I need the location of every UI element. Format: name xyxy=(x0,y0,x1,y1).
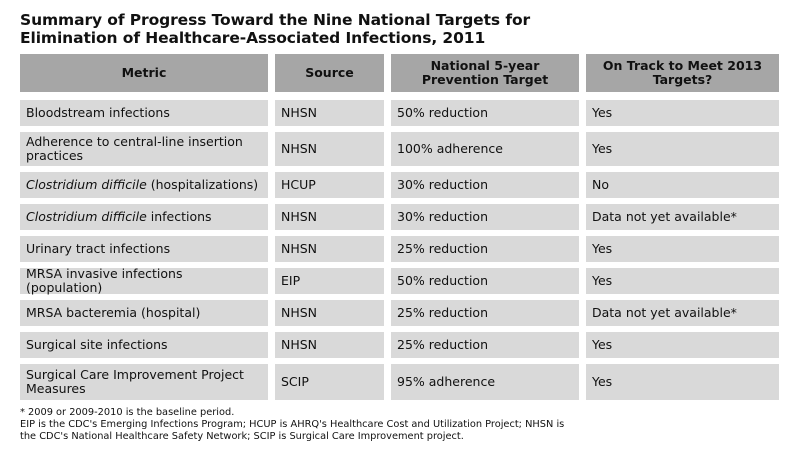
cell-source: HCUP xyxy=(275,172,384,198)
header-on-track: On Track to Meet 2013 Targets? xyxy=(586,54,779,92)
cell-metric: MRSA bacteremia (hospital) xyxy=(20,300,268,326)
table-row: Surgical Care Improvement Project Measur… xyxy=(20,364,779,400)
cell-source: NHSN xyxy=(275,236,384,262)
cell-source: EIP xyxy=(275,268,384,294)
cell-target: 25% reduction xyxy=(391,236,579,262)
cell-source: NHSN xyxy=(275,332,384,358)
footnote-line-2: EIP is the CDC's Emerging Infections Pro… xyxy=(20,419,565,430)
cell-source: NHSN xyxy=(275,100,384,126)
cell-metric: Clostridium difficile (hospitalizations) xyxy=(20,172,268,198)
header-metric: Metric xyxy=(20,54,268,92)
metric-text: Bloodstream infections xyxy=(26,105,170,120)
cell-source: SCIP xyxy=(275,364,384,400)
cell-on-track: Yes xyxy=(586,100,779,126)
cell-on-track: Data not yet available* xyxy=(586,204,779,230)
progress-table: Metric Source National 5-year Prevention… xyxy=(20,54,779,400)
cell-metric: Bloodstream infections xyxy=(20,100,268,126)
metric-text: (hospitalizations) xyxy=(146,177,259,192)
metric-text: MRSA invasive infections (population) xyxy=(26,266,183,295)
table-row: Clostridium difficile infections NHSN 30… xyxy=(20,204,779,230)
cell-on-track: Data not yet available* xyxy=(586,300,779,326)
table-row: Adherence to central-line insertion prac… xyxy=(20,132,779,166)
table-row: MRSA invasive infections (population) EI… xyxy=(20,266,779,295)
table-header-row: Metric Source National 5-year Prevention… xyxy=(20,54,779,92)
cell-target: 25% reduction xyxy=(391,332,579,358)
cell-metric: MRSA invasive infections (population) xyxy=(20,266,268,295)
metric-text: MRSA bacteremia (hospital) xyxy=(26,305,201,320)
title-line-2: Elimination of Healthcare-Associated Inf… xyxy=(20,29,486,47)
header-target: National 5-year Prevention Target xyxy=(391,54,579,92)
table-row: Clostridium difficile (hospitalizations)… xyxy=(20,172,779,198)
table-row: MRSA bacteremia (hospital) NHSN 25% redu… xyxy=(20,300,779,326)
cell-on-track: Yes xyxy=(586,268,779,294)
footnote-line-1: * 2009 or 2009-2010 is the baseline peri… xyxy=(20,407,235,418)
cell-target: 30% reduction xyxy=(391,172,579,198)
cell-target: 50% reduction xyxy=(391,268,579,294)
cell-metric: Clostridium difficile infections xyxy=(20,204,268,230)
metric-italic: Clostridium difficile xyxy=(26,177,147,192)
cell-target: 50% reduction xyxy=(391,100,579,126)
metric-italic: Clostridium difficile xyxy=(26,209,147,224)
cell-on-track: Yes xyxy=(586,132,779,166)
footnote: * 2009 or 2009-2010 is the baseline peri… xyxy=(20,407,580,443)
metric-text: Surgical site infections xyxy=(26,337,168,352)
cell-on-track: Yes xyxy=(586,364,779,400)
title-line-1: Summary of Progress Toward the Nine Nati… xyxy=(20,11,531,29)
cell-on-track: Yes xyxy=(586,332,779,358)
cell-target: 95% adherence xyxy=(391,364,579,400)
cell-on-track: Yes xyxy=(586,236,779,262)
cell-on-track: No xyxy=(586,172,779,198)
footnote-line-3: the CDC's National Healthcare Safety Net… xyxy=(20,431,464,442)
metric-text: infections xyxy=(146,209,212,224)
cell-source: NHSN xyxy=(275,300,384,326)
cell-metric: Adherence to central-line insertion prac… xyxy=(20,132,268,166)
header-source: Source xyxy=(275,54,384,92)
cell-target: 100% adherence xyxy=(391,132,579,166)
metric-text: Urinary tract infections xyxy=(26,241,171,256)
cell-metric: Urinary tract infections xyxy=(20,236,268,262)
metric-text: Surgical Care Improvement Project Measur… xyxy=(26,367,244,396)
table-row: Urinary tract infections NHSN 25% reduct… xyxy=(20,236,779,262)
cell-metric: Surgical Care Improvement Project Measur… xyxy=(20,364,268,400)
page-title: Summary of Progress Toward the Nine Nati… xyxy=(20,11,530,47)
cell-target: 30% reduction xyxy=(391,204,579,230)
cell-source: NHSN xyxy=(275,204,384,230)
cell-source: NHSN xyxy=(275,132,384,166)
table-row: Bloodstream infections NHSN 50% reductio… xyxy=(20,100,779,126)
cell-metric: Surgical site infections xyxy=(20,332,268,358)
cell-target: 25% reduction xyxy=(391,300,579,326)
metric-text: Adherence to central-line insertion prac… xyxy=(26,134,243,163)
table-row: Surgical site infections NHSN 25% reduct… xyxy=(20,332,779,358)
